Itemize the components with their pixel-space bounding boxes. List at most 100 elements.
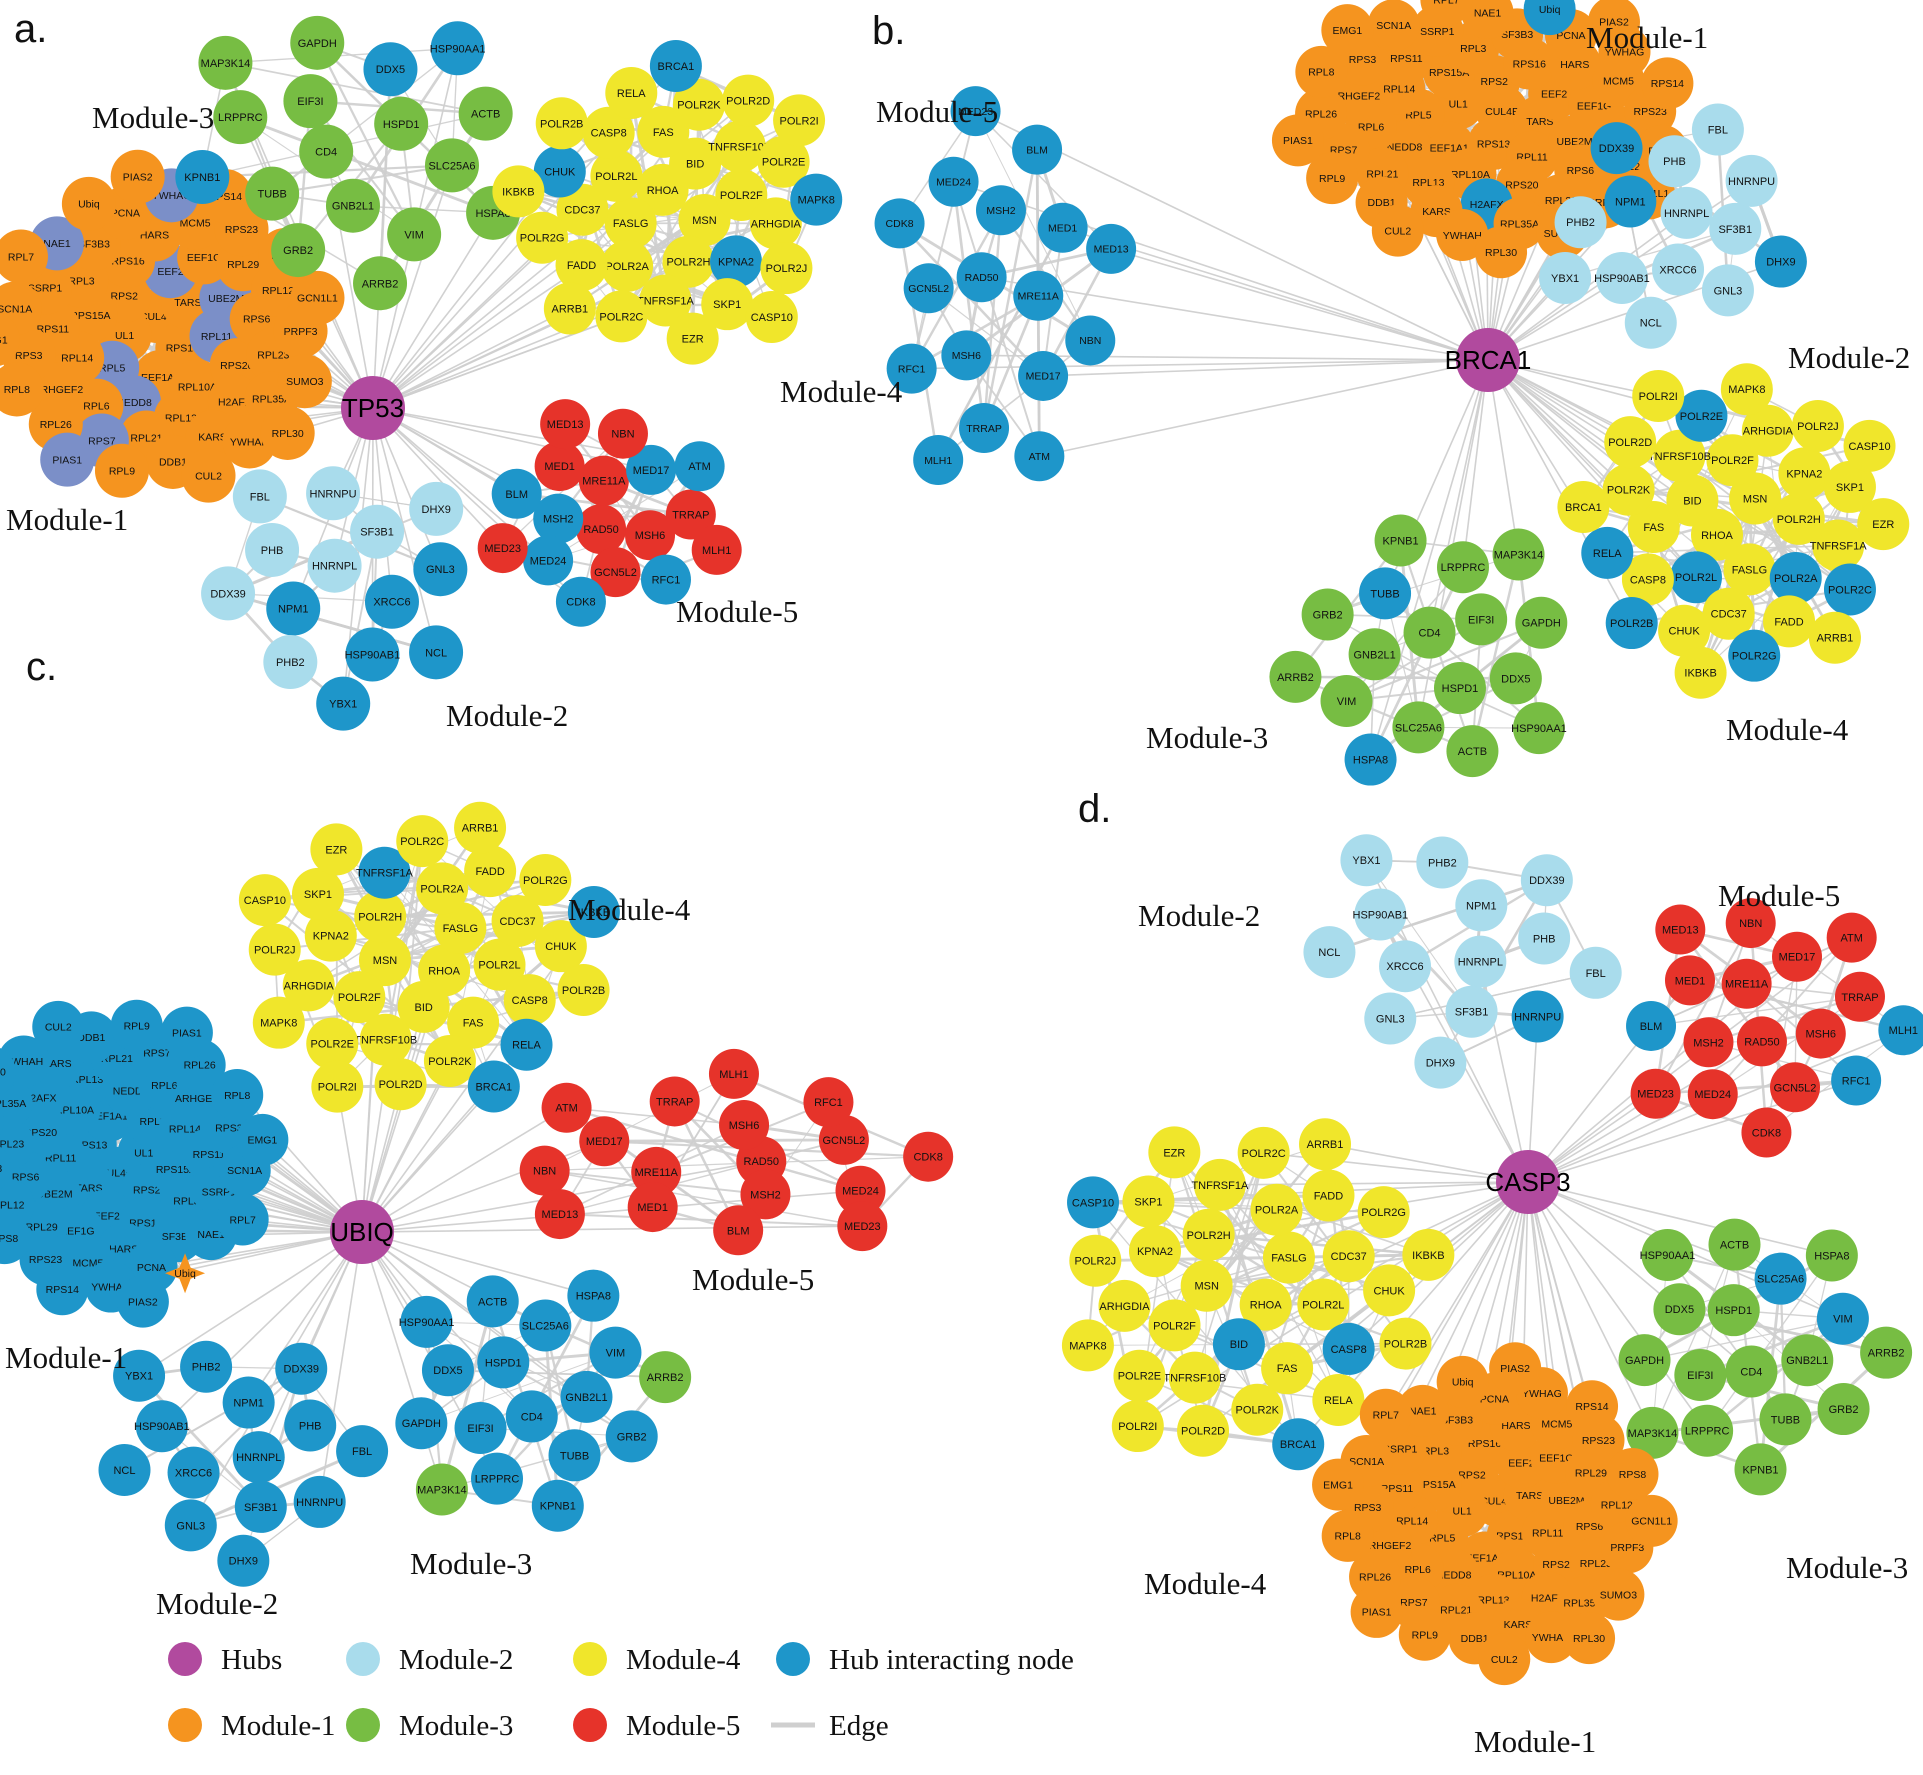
node-GCN5L2[interactable]: GCN5L2	[903, 263, 954, 314]
node-GNB2L1[interactable]: GNB2L1	[560, 1370, 613, 1423]
node-POLR2C[interactable]: POLR2C	[595, 290, 648, 343]
node-ARHGDIA[interactable]: ARHGDIA	[1098, 1279, 1151, 1332]
node-GRB2[interactable]: GRB2	[605, 1410, 658, 1463]
node-RELA[interactable]: RELA	[1581, 526, 1634, 579]
node-RPL7[interactable]: RPL7	[1359, 1388, 1412, 1441]
node-NCL[interactable]: NCL	[409, 625, 464, 680]
node-NPM1[interactable]: NPM1	[1455, 879, 1508, 932]
node-CDC37[interactable]: CDC37	[1322, 1230, 1375, 1283]
node-GNB2L1[interactable]: GNB2L1	[1348, 628, 1401, 681]
node-CASP8[interactable]: CASP8	[503, 974, 556, 1027]
node-KPNB1[interactable]: KPNB1	[1374, 514, 1427, 567]
node-POLR2B[interactable]: POLR2B	[1379, 1317, 1432, 1370]
node-TRRAP[interactable]: TRRAP	[1834, 971, 1885, 1022]
node-VIM[interactable]: VIM	[589, 1326, 642, 1379]
node-RPL7[interactable]: RPL7	[216, 1193, 269, 1246]
node-GAPDH[interactable]: GAPDH	[1515, 596, 1568, 649]
node-POLR2L[interactable]: POLR2L	[1297, 1278, 1350, 1331]
node-MED24[interactable]: MED24	[1687, 1069, 1738, 1120]
node-KPNB1[interactable]: KPNB1	[1734, 1443, 1787, 1496]
node-POLR2I[interactable]: POLR2I	[311, 1060, 364, 1113]
node-MAPK8[interactable]: MAPK8	[790, 173, 843, 226]
node-CASP10[interactable]: CASP10	[1843, 419, 1896, 472]
node-POLR2D[interactable]: POLR2D	[1177, 1404, 1230, 1457]
node-HNRNPU[interactable]: HNRNPU	[1725, 154, 1778, 207]
node-RELA[interactable]: RELA	[1312, 1373, 1365, 1426]
node-NBN[interactable]: NBN	[1065, 315, 1116, 366]
node-DDX39[interactable]: DDX39	[1590, 122, 1643, 175]
node-CD4[interactable]: CD4	[1403, 606, 1456, 659]
node-RPL9[interactable]: RPL9	[1398, 1608, 1451, 1661]
node-POLR2I[interactable]: POLR2I	[1111, 1400, 1164, 1453]
node-PHB[interactable]: PHB	[1518, 912, 1571, 965]
node-MED13[interactable]: MED13	[1655, 904, 1706, 955]
node-DDX39[interactable]: DDX39	[275, 1342, 328, 1395]
node-Ubiq[interactable]: Ubiq	[61, 176, 116, 231]
node-NCL[interactable]: NCL	[1624, 296, 1677, 349]
node-Ubiq[interactable]: Ubiq	[1436, 1355, 1489, 1408]
node-PIAS1[interactable]: PIAS1	[160, 1006, 213, 1059]
node-MSH6[interactable]: MSH6	[719, 1099, 770, 1150]
node-RPS8[interactable]: RPS8	[1606, 1448, 1659, 1501]
node-POLR2D[interactable]: POLR2D	[1604, 416, 1657, 469]
node-DHX9[interactable]: DHX9	[217, 1534, 270, 1587]
node-MED1[interactable]: MED1	[627, 1182, 678, 1233]
node-HSPD1[interactable]: HSPD1	[1707, 1284, 1760, 1337]
node-XRCC6[interactable]: XRCC6	[1652, 243, 1705, 296]
node-MRE11A[interactable]: MRE11A	[1721, 958, 1772, 1009]
node-TNFRSF1A[interactable]: TNFRSF1A	[1191, 1158, 1249, 1211]
node-CUL2[interactable]: CUL2	[181, 448, 236, 503]
node-LRPPRC[interactable]: LRPPRC	[1681, 1404, 1734, 1457]
node-MSH2[interactable]: MSH2	[975, 185, 1026, 236]
node-KPNA2[interactable]: KPNA2	[709, 235, 762, 288]
node-CASP10[interactable]: CASP10	[745, 291, 798, 344]
node-HSPA8[interactable]: HSPA8	[1344, 733, 1397, 786]
node-POLR2E[interactable]: POLR2E	[1113, 1349, 1166, 1402]
node-FADD[interactable]: FADD	[1302, 1169, 1355, 1222]
node-POLR2H[interactable]: POLR2H	[1182, 1208, 1235, 1261]
node-EMG1[interactable]: EMG1	[236, 1113, 289, 1166]
node-FBL[interactable]: FBL	[336, 1425, 389, 1478]
node-MRE11A[interactable]: MRE11A	[578, 455, 629, 506]
node-CUL2[interactable]: CUL2	[1478, 1633, 1531, 1686]
node-HNRNPL[interactable]: HNRNPL	[307, 538, 362, 593]
node-RAD50[interactable]: RAD50	[956, 252, 1007, 303]
node-SLC25A6[interactable]: SLC25A6	[519, 1299, 572, 1352]
node-HNRNPU[interactable]: HNRNPU	[306, 466, 361, 521]
node-PIAS2[interactable]: PIAS2	[116, 1275, 169, 1328]
node-POLR2A[interactable]: POLR2A	[1769, 551, 1822, 604]
node-HSPD1[interactable]: HSPD1	[374, 96, 429, 151]
node-POLR2K[interactable]: POLR2K	[1602, 463, 1655, 516]
node-BLM[interactable]: BLM	[1626, 1000, 1677, 1051]
node-POLR2G[interactable]: POLR2G	[519, 853, 572, 906]
node-HSPD1[interactable]: HSPD1	[477, 1336, 530, 1389]
node-BRCA1[interactable]: BRCA1	[1557, 481, 1610, 534]
node-HSPD1[interactable]: HSPD1	[1433, 662, 1486, 715]
node-HNRNPU[interactable]: HNRNPU	[1511, 990, 1564, 1043]
node-ARRB1[interactable]: ARRB1	[543, 282, 596, 335]
node-BRCA1[interactable]: BRCA1	[649, 39, 702, 92]
node-SLC25A6[interactable]: SLC25A6	[1392, 701, 1445, 754]
node-MED23[interactable]: MED23	[1630, 1068, 1681, 1119]
node-POLR2I[interactable]: POLR2I	[773, 94, 826, 147]
node-YBX1[interactable]: YBX1	[1539, 251, 1592, 304]
node-HNRNPL[interactable]: HNRNPL	[232, 1431, 285, 1484]
node-ATM[interactable]: ATM	[1826, 912, 1877, 963]
hub-TP53[interactable]: TP53	[341, 376, 405, 440]
node-NPM1[interactable]: NPM1	[266, 581, 321, 636]
node-DDX5[interactable]: DDX5	[363, 42, 418, 97]
node-POLR2K[interactable]: POLR2K	[423, 1034, 476, 1087]
node-POLR2C[interactable]: POLR2C	[1823, 563, 1876, 616]
node-LRPPRC[interactable]: LRPPRC	[471, 1452, 524, 1505]
node-BRCA1[interactable]: BRCA1	[1272, 1418, 1325, 1471]
node-NCL[interactable]: NCL	[98, 1443, 151, 1496]
node-FASLG[interactable]: FASLG	[1723, 543, 1776, 596]
node-MED23[interactable]: MED23	[477, 523, 528, 574]
node-PHB2[interactable]: PHB2	[263, 635, 318, 690]
node-CDK8[interactable]: CDK8	[555, 576, 606, 627]
node-RPL30[interactable]: RPL30	[1475, 226, 1528, 279]
node-ARRB2[interactable]: ARRB2	[639, 1351, 692, 1404]
node-HSP90AB1[interactable]: HSP90AB1	[1353, 888, 1409, 941]
node-MED17[interactable]: MED17	[1018, 350, 1069, 401]
node-BID[interactable]: BID	[1212, 1318, 1265, 1371]
